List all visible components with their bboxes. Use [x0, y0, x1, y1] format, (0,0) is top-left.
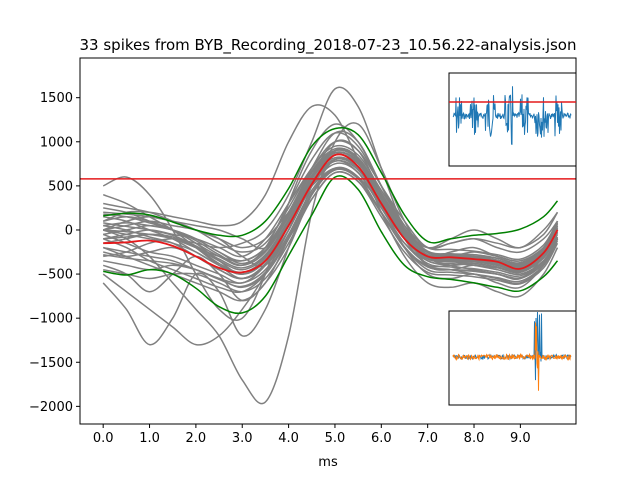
spike-line [103, 147, 559, 265]
spike-line [103, 171, 559, 293]
spike-line [103, 167, 559, 288]
y-tick-label: 0 [65, 223, 73, 238]
x-tick-label: 0.0 [93, 431, 114, 446]
x-tick-label: 8.0 [464, 431, 485, 446]
plot-area [80, 86, 576, 405]
x-tick-label: 2.0 [186, 431, 207, 446]
y-tick-label: 1000 [40, 135, 73, 150]
overlaid-spike-traces [452, 311, 572, 391]
std-line [103, 126, 559, 244]
x-tick-label: 7.0 [417, 431, 438, 446]
spike-line [102, 162, 559, 284]
spike-line [103, 158, 559, 275]
y-tick-label: −1000 [29, 312, 73, 327]
overlaid-spikes-inset [448, 310, 577, 406]
mean-line [103, 153, 559, 274]
axes-frame [79, 57, 577, 425]
x-tick-label: 3.0 [232, 431, 253, 446]
std-line [103, 175, 559, 315]
std-band-lines [103, 126, 559, 315]
spike-line [102, 159, 559, 280]
y-axis-ticks: −2000 −1500 −1000 −500 0 500 1000 1500 [29, 91, 80, 415]
spike-line [103, 166, 559, 284]
spike-line [103, 151, 559, 268]
spike-line [102, 104, 559, 262]
x-tick-label: 5.0 [325, 431, 346, 446]
y-tick-label: −1500 [29, 356, 73, 371]
y-tick-label: −500 [37, 268, 73, 283]
spike-line [103, 149, 559, 265]
x-tick-label: 9.0 [510, 431, 531, 446]
mean-waveform [103, 153, 559, 274]
spike-trace-orange [452, 322, 572, 391]
y-tick-label: −2000 [29, 400, 73, 415]
recording-trace-inset [448, 72, 577, 167]
x-tick-label: 6.0 [371, 431, 392, 446]
y-tick-label: 1500 [40, 91, 73, 106]
recording-trace [452, 86, 572, 146]
x-tick-label: 4.0 [278, 431, 299, 446]
trace-line [452, 86, 572, 146]
x-axis-ticks: 0.0 1.0 2.0 3.0 4.0 5.0 6.0 7.0 8.0 9.0 [93, 424, 531, 446]
x-axis-label: ms [318, 455, 338, 470]
x-tick-label: 1.0 [139, 431, 160, 446]
chart-title: 33 spikes from BYB_Recording_2018-07-23_… [80, 36, 577, 55]
spike-line [102, 144, 559, 261]
y-tick-label: 500 [48, 179, 73, 194]
